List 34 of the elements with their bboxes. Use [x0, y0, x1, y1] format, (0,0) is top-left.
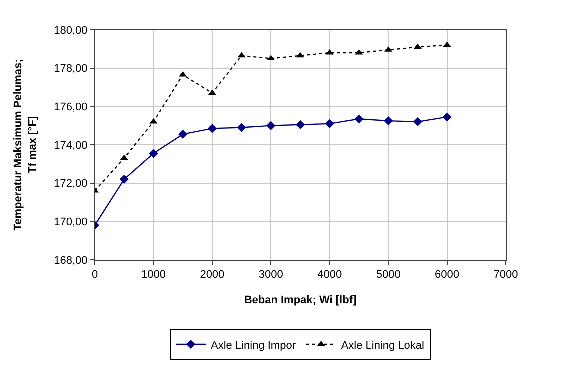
y-tick-label: 168,00 — [54, 254, 88, 267]
x-tick-label: 5000 — [376, 269, 401, 282]
point — [325, 119, 334, 128]
x-tick-label: 1000 — [141, 269, 166, 282]
point — [120, 154, 128, 160]
point — [149, 149, 158, 158]
point — [443, 42, 452, 48]
point — [178, 130, 188, 140]
x-tick-label: 3000 — [258, 269, 284, 282]
point — [120, 174, 129, 184]
point — [266, 121, 276, 130]
y-tick-label: 172,00 — [54, 178, 88, 190]
point — [384, 116, 394, 126]
y-tick-label: 170,00 — [54, 216, 88, 229]
y-tick-label: 176,00 — [54, 102, 88, 114]
point — [442, 112, 452, 122]
y-tick-label: 178,00 — [54, 63, 88, 76]
y-tick-label: 174,00 — [54, 140, 88, 152]
point — [296, 120, 306, 130]
x-tick-label: 7000 — [494, 269, 518, 282]
x-tick-label: 2000 — [200, 269, 225, 282]
x-tick-label: 6000 — [435, 269, 460, 282]
point — [208, 124, 217, 134]
point — [413, 117, 422, 127]
x-axis-title: Beban Impak; Wi [lbf] — [244, 294, 358, 306]
legend-label: Axle Lining Lokal — [341, 340, 424, 352]
y-tick-label: 180,00 — [54, 24, 88, 37]
point — [238, 52, 246, 58]
point — [354, 114, 364, 124]
y-axis-title: Temperatur Maksimum Pelumas; Tf max [°F] — [12, 59, 39, 231]
x-tick-label: 0 — [92, 269, 98, 282]
point — [237, 123, 246, 132]
legend-label: Axle Lining Impor — [211, 340, 296, 352]
x-tick-label: 4000 — [318, 269, 342, 282]
